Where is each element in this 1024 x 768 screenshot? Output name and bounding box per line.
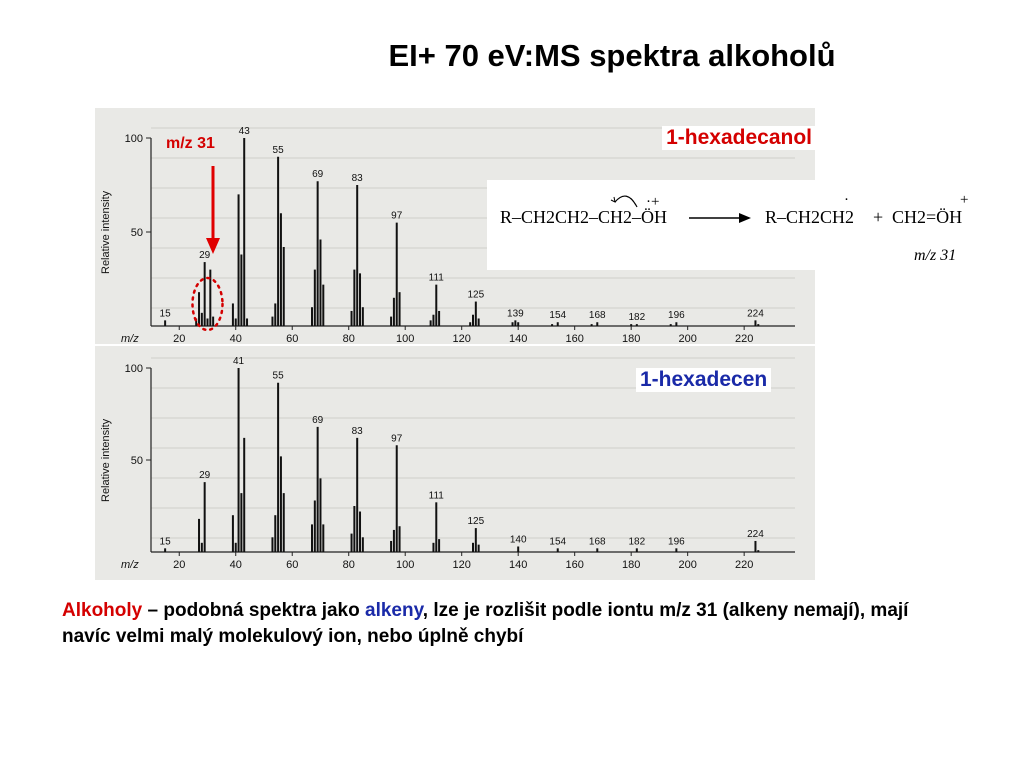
spectrum-svg-hexadecanol: 50 100 Relative intensity 20 40 60 80 100 120 140… [100,126,795,344]
x-tick-label: 200 [678,559,696,571]
mz31-arrow [206,166,220,254]
x-tick-label: 160 [566,559,584,571]
peak-label: 154 [549,310,566,321]
x-tick-label: 200 [678,333,696,344]
caption-alkeny: alkeny [365,600,423,621]
y-tick-label: 100 [125,133,143,145]
peak-label: 125 [467,516,484,527]
x-axis-label: m/z [121,333,139,344]
scheme-mz31-label: m/z 31 [914,247,956,264]
x-tick-label: 80 [343,333,355,344]
peak-label: 69 [312,415,324,426]
peak-label: 196 [668,310,685,321]
x-tick-label: 120 [453,559,471,571]
peak-label: 111 [429,490,445,501]
mz31-arrow-head [206,238,220,254]
peak-label: 55 [273,371,285,382]
x-tick-label: 40 [230,333,242,344]
x-tick-label: 20 [173,333,185,344]
peak-label: 182 [628,536,645,547]
y-axis-label: Relative intensity [100,190,112,274]
y-tick-label: 50 [131,455,143,467]
x-tick-label: 160 [566,333,584,344]
peak-label: 29 [199,250,211,261]
compound-name-hexadecene: 1-hexadecen [636,368,772,392]
reaction-arrowhead [739,213,751,223]
peak-label: 15 [160,308,172,319]
x-tick-label: 80 [343,559,355,571]
y-tick-label: 100 [125,363,143,375]
electron-shift-arrow [614,195,638,208]
radical-dot: · [844,192,849,208]
oxonium-charge: + [960,192,968,208]
x-tick-label: 20 [173,559,185,571]
peak-label: 168 [589,310,606,321]
fragmentation-scheme: R–CH2CH2–CH2–ÖH ·+ R–CH2CH2 · + CH2=ÖH +… [487,180,987,270]
peak-label: 182 [628,312,645,323]
peak-label: 196 [668,536,685,547]
peak-label: 97 [391,211,403,222]
spectrum-svg-hexadecene: 50 100 Relative intensity 20 40 60 80 100 120 140… [100,356,795,571]
peak-label: 55 [273,145,285,156]
peak-label: 154 [549,536,566,547]
mz31-annotation-label: m/z 31 [166,135,215,152]
x-tick-label: 60 [286,333,298,344]
caption-part1: – podobná spektra jako [142,600,366,621]
x-tick-label: 100 [396,333,414,344]
peak-label: 140 [510,534,527,545]
page-title-text: EI+ 70 eV:MS spektra alkoholů [388,38,836,73]
peak-label: 15 [160,536,172,547]
y-tick-label: 50 [131,227,143,239]
mz31-highlight-ellipse [191,276,224,332]
peak-label: 29 [199,470,211,481]
x-tick-label: 220 [735,559,753,571]
y-axis-label: Relative intensity [100,418,112,502]
x-tick-label: 40 [230,559,242,571]
x-axis-label: m/z [121,559,139,571]
caption-part2: , lze je rozlišit podle iontu m/z 31 (al… [62,600,909,647]
page-title: EI+ 70 eV:MS spektra alkoholů [0,38,1024,74]
peak-label: 224 [747,308,764,319]
peak-label: 69 [312,169,324,180]
x-tick-label: 140 [509,559,527,571]
peak-label: 41 [233,356,245,367]
peak-label: 97 [391,433,403,444]
peak-label: 125 [467,290,484,301]
scheme-radical-product: R–CH2CH2 [765,207,854,227]
scheme-plus-sign: + [873,207,883,227]
peak-label: 83 [352,426,364,437]
x-tick-label: 140 [509,333,527,344]
x-tick-label: 180 [622,333,640,344]
x-tick-label: 120 [453,333,471,344]
peak-label: 224 [747,529,764,540]
x-tick-label: 60 [286,559,298,571]
scheme-reactant: R–CH2CH2–CH2–ÖH [500,207,667,227]
peak-label: 43 [239,126,251,137]
x-tick-label: 100 [396,559,414,571]
peak-label: 111 [429,273,445,284]
electron-shift-arrowhead [610,196,616,203]
peak-label: 83 [352,173,364,184]
caption: Alkoholy – podobná spektra jako alkeny, … [62,598,962,650]
caption-alkoholy: Alkoholy [62,600,143,621]
peak-label: 168 [589,536,606,547]
radical-cation-dot-plus: ·+ [646,194,659,210]
fragmentation-scheme-svg: R–CH2CH2–CH2–ÖH ·+ R–CH2CH2 · + CH2=ÖH +… [500,192,968,264]
compound-name-hexadecanol: 1-hexadecanol [662,126,816,150]
peak-label: 139 [507,308,524,319]
x-tick-label: 180 [622,559,640,571]
x-tick-label: 220 [735,333,753,344]
scheme-oxonium-product: CH2=ÖH [892,207,962,227]
